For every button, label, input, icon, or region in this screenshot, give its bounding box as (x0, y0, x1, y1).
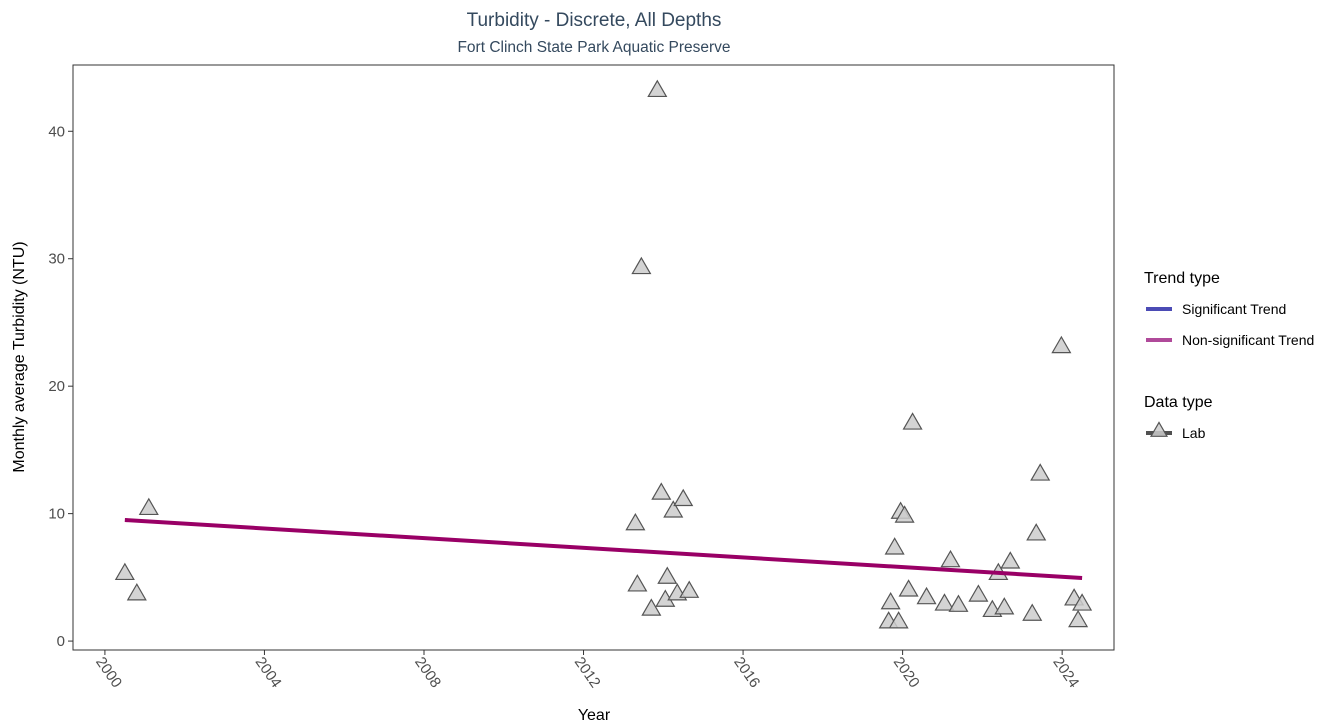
legend-title: Data type (1144, 394, 1213, 411)
data-point (641, 598, 662, 616)
legend-label: Lab (1182, 425, 1206, 441)
trend-layer (124, 518, 1083, 580)
data-point (625, 512, 646, 531)
data-point (126, 583, 147, 601)
data-point (651, 482, 672, 500)
data-point (138, 497, 159, 516)
data-point (902, 412, 923, 430)
data-point (884, 537, 905, 555)
data-point (1022, 603, 1043, 621)
legend-title: Trend type (1144, 270, 1220, 287)
legend-label: Non-significant Trend (1182, 332, 1314, 348)
data-point (114, 562, 135, 581)
data-point (968, 584, 989, 602)
data-point (627, 574, 648, 592)
data-point (673, 488, 694, 507)
y-axis: 0 10 20 30 40 (48, 123, 73, 650)
data-point (679, 580, 700, 598)
data-point (888, 611, 909, 629)
data-point (916, 586, 937, 605)
data-point (948, 594, 969, 612)
data-point (898, 579, 919, 597)
data-point (880, 591, 901, 610)
y-tick-label: 10 (48, 506, 65, 523)
x-tick-label: 2008 (411, 654, 444, 691)
data-point (994, 597, 1015, 615)
y-axis-title: Monthly average Turbidity (NTU) (11, 241, 28, 472)
x-tick-label: 2000 (92, 654, 125, 691)
legend: Trend type Significant Trend Non-significa… (1144, 270, 1314, 441)
data-point (1072, 593, 1093, 611)
chart-title: Turbidity - Discrete, All Depths (467, 10, 722, 31)
data-point (1068, 609, 1089, 628)
y-tick-label: 20 (48, 378, 65, 395)
trend-line (124, 518, 1083, 580)
y-tick-label: 40 (48, 123, 65, 140)
x-tick-label: 2012 (571, 654, 604, 691)
plot-panel (72, 64, 1115, 651)
data-point (647, 79, 668, 98)
data-point (631, 256, 652, 275)
data-point (894, 505, 915, 523)
data-point (1000, 551, 1021, 569)
data-point (1030, 463, 1051, 481)
x-axis-title: Year (578, 707, 611, 724)
data-point (940, 549, 961, 568)
data-point (1026, 523, 1047, 541)
chart-subtitle: Fort Clinch State Park Aquatic Preserve (457, 39, 730, 56)
x-tick-label: 2004 (252, 654, 285, 691)
x-axis: 2000 2004 2008 2012 2016 2020 2024 (92, 650, 1082, 691)
x-tick-label: 2020 (890, 654, 923, 691)
data-point (934, 593, 955, 611)
legend-label: Significant Trend (1182, 301, 1286, 317)
y-tick-label: 0 (57, 633, 65, 650)
data-point (657, 566, 678, 584)
data-point (663, 500, 684, 518)
data-point (1051, 335, 1072, 354)
scatter-points (114, 79, 1093, 629)
x-tick-label: 2024 (1049, 654, 1082, 691)
y-tick-label: 30 (48, 251, 65, 268)
x-tick-label: 2016 (730, 654, 763, 691)
legend-key-triangle-icon (1149, 421, 1169, 437)
